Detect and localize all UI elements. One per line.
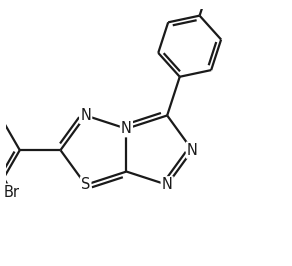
Text: N: N	[121, 121, 132, 136]
Text: N: N	[187, 143, 198, 158]
Text: Br: Br	[4, 185, 20, 200]
Text: S: S	[81, 177, 90, 192]
Text: N: N	[162, 177, 173, 192]
Text: N: N	[80, 108, 91, 123]
